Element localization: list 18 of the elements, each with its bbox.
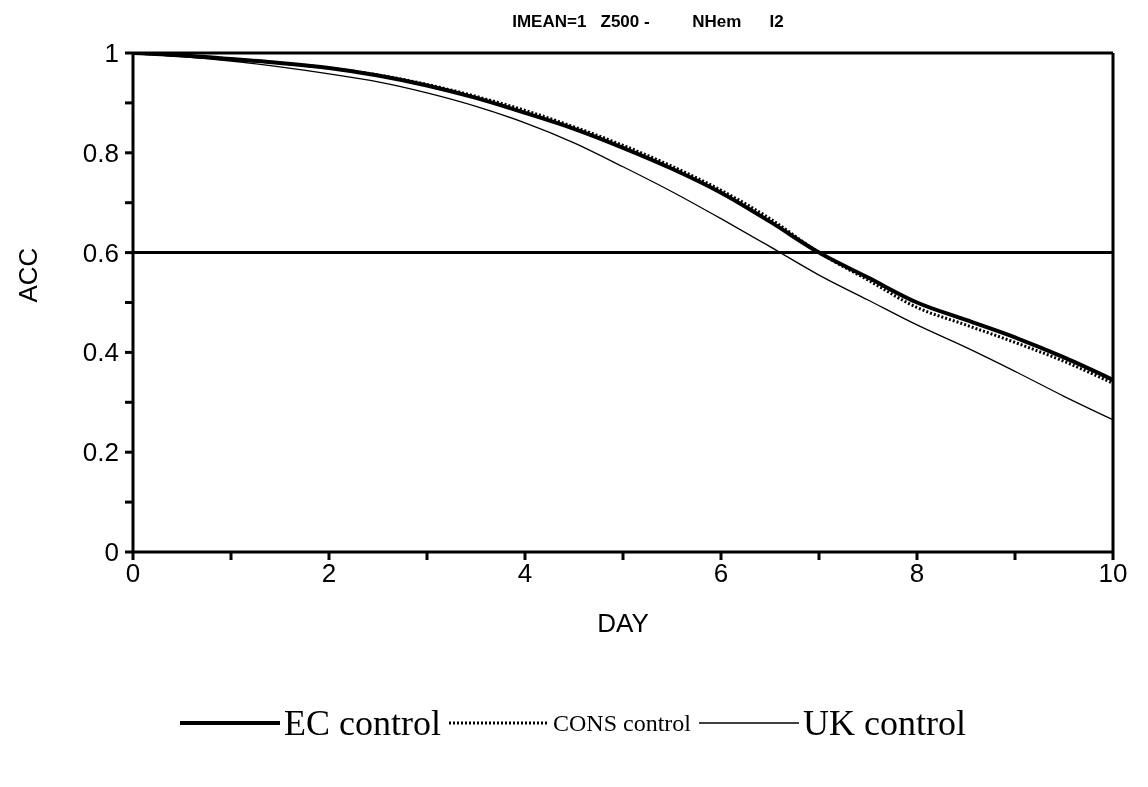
y-tick-label: 0.6 [82, 237, 119, 268]
y-tick-label: 0.2 [82, 437, 119, 468]
y-tick-label: 0 [104, 537, 119, 567]
x-tick-label: 10 [1098, 558, 1128, 588]
legend-label: CONS control [553, 709, 691, 737]
y-tick-label: 1 [104, 38, 119, 68]
y-axis-title: ACC [13, 247, 44, 303]
y-tick-label: 0.4 [82, 337, 119, 368]
x-tick-label: 2 [321, 558, 337, 588]
chart-title: IMEAN=1 Z500 - NHem I2 [511, 11, 785, 32]
legend-label: EC control [284, 702, 441, 744]
x-tick-label: 0 [125, 558, 141, 588]
x-axis-title: DAY [597, 608, 649, 638]
x-tick-label: 6 [713, 558, 729, 588]
legend-label: UK control [803, 702, 966, 744]
x-tick-label: 4 [517, 558, 533, 588]
x-tick-label: 8 [909, 558, 925, 588]
y-tick-label: 0.8 [82, 137, 119, 168]
